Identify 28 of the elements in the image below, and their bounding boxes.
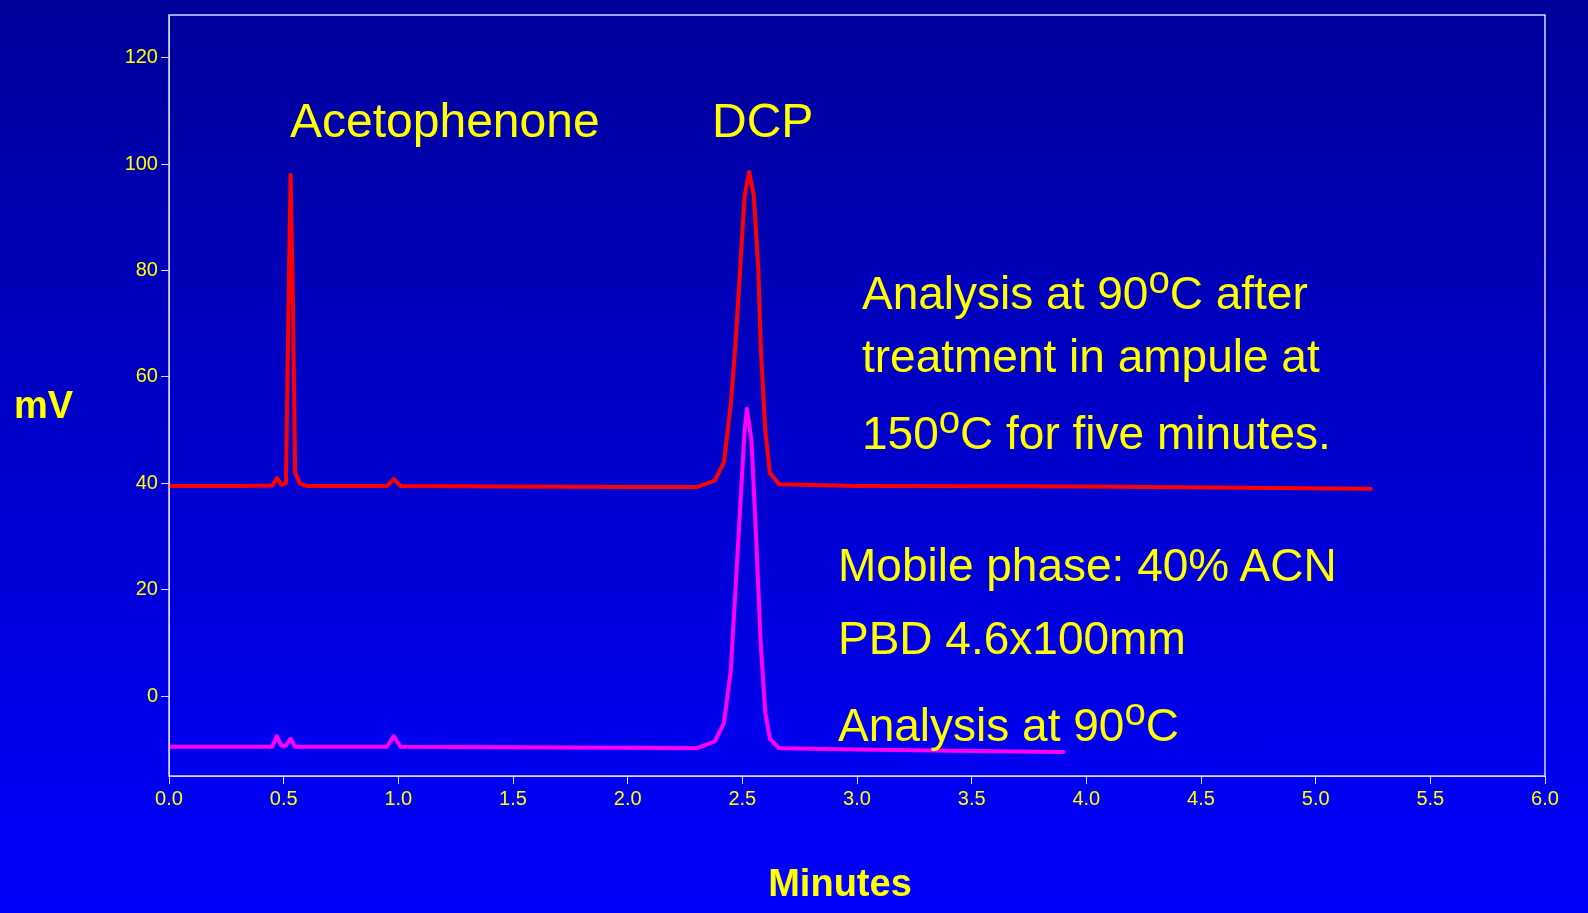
x-tick-label: 5.5 (1416, 786, 1445, 809)
x-tick-label: 4.5 (1187, 786, 1215, 809)
x-tick-label: 1.5 (499, 786, 527, 809)
annotation: Analysis at 90$^{o}$C after treatment in ampule at 150$^{o}$C for five minutes. (862, 257, 1332, 462)
y-tick-label: 20 (135, 577, 158, 600)
annotation: Analysis at 90$^{o}$C (838, 689, 1180, 754)
y-tick-label: 40 (135, 470, 158, 493)
y-axis-title: mV (14, 384, 74, 427)
annotation: DCP (712, 93, 815, 149)
y-tick-label: 120 (124, 45, 158, 68)
x-tick-label: 0.5 (269, 786, 298, 809)
x-tick-label: 0.0 (155, 786, 183, 809)
x-tick-label: 2.0 (613, 786, 642, 809)
y-tick-label: 0 (146, 683, 158, 706)
annotation: Mobile phase: 40% ACN (838, 538, 1338, 593)
x-axis-title: Minutes (767, 862, 913, 905)
x-tick-label: 4.0 (1072, 786, 1101, 809)
y-tick-label: 100 (124, 151, 158, 174)
y-tick-label: 80 (135, 257, 158, 280)
x-tick-label: 3.0 (843, 786, 871, 809)
y-tick-label: 60 (135, 364, 158, 387)
x-tick-label: 1.0 (384, 786, 413, 809)
x-tick-label: 3.5 (957, 786, 986, 809)
annotation: PBD 4.6x100mm (838, 611, 1187, 666)
x-tick-label: 2.5 (728, 786, 757, 809)
annotation: Acetophenone (290, 93, 601, 149)
x-tick-label: 5.0 (1301, 786, 1330, 809)
x-tick-label: 6.0 (1531, 786, 1559, 809)
